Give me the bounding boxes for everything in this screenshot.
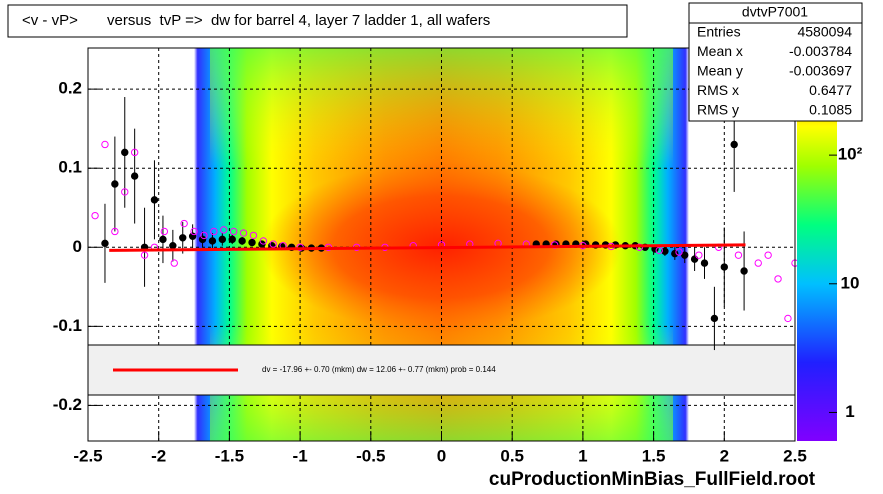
y-tick-label: -0.1 [53,316,82,335]
data-point [248,238,256,247]
data-point [681,251,689,259]
data-point [169,241,177,250]
data-point [671,249,679,258]
data-point [695,251,703,259]
fit-line [109,243,746,252]
data-point [228,235,236,244]
stats-label: RMS x [697,82,739,98]
fit-legend-text: dv = -17.96 +- 0.70 (mkm) dw = 12.06 +- … [262,365,496,374]
stats-value: 0.6477 [809,82,852,98]
data-point [661,247,669,255]
data-point [159,235,167,244]
stats-label: Mean x [697,43,743,59]
data-point [229,227,238,236]
data-point [130,148,139,157]
data-point [740,267,748,275]
y-tick-label: 0.1 [58,158,82,177]
data-point [700,259,709,267]
z-tick-label: 1 [845,402,854,421]
data-point [784,314,792,323]
data-point [101,239,109,248]
data-point [774,275,782,283]
x-tick-label: 0.5 [500,446,524,465]
data-point [675,248,683,256]
data-point [111,227,119,236]
x-tick-label: -1 [293,446,308,465]
data-point [210,227,218,236]
data-point [690,255,699,263]
data-point [550,241,559,249]
data-point [220,226,228,234]
stats-value: -0.003697 [789,63,852,79]
data-point [239,229,248,237]
data-point [249,231,258,240]
data-point [269,240,277,248]
data-point [238,237,246,245]
data-point [91,211,99,220]
x-tick-label: -0.5 [356,446,385,465]
footer: cuProductionMinBias_FullField.root [489,469,816,490]
data-point [710,314,719,323]
data-point [208,237,217,245]
data-point [218,235,227,244]
y-tick-label: 0.2 [58,79,82,98]
data-point [720,263,728,271]
data-point [190,227,198,236]
data-point [734,251,743,259]
x-tick-label: 2 [720,446,729,465]
stats-value: 0.1085 [809,102,852,118]
stats-label: Mean y [697,63,743,79]
x-tick-label: 1 [578,446,587,465]
x-tick-label: -2 [151,446,166,465]
data-point [170,259,178,267]
data-point [198,235,207,244]
z-tick-label: 10² [838,145,863,164]
x-tick-label: 2.5 [783,446,807,465]
data-point [150,196,159,204]
data-point [140,251,149,259]
data-point [655,246,663,255]
data-point [101,140,109,149]
data-point [121,148,129,157]
stats-value: -0.003784 [789,43,852,59]
data-point [111,180,119,188]
data-point [764,251,772,259]
stats-label: Entries [697,24,741,40]
data-point [160,227,169,236]
data-point [121,188,129,196]
x-tick-label: -1.5 [215,446,244,465]
x-tick-label: -2.5 [73,446,102,465]
x-tick-label: 1.5 [642,446,666,465]
data-point [754,259,762,267]
data-point [259,237,268,245]
data-point [200,231,208,240]
data-point [180,219,188,228]
x-tick-label: 0 [437,446,446,465]
stats-label: RMS y [697,102,739,118]
stats-title: dvtvP7001 [742,4,808,20]
y-tick-label: 0 [73,237,82,256]
data-point [730,140,738,149]
data-point [179,234,187,242]
stats-value: 4580094 [797,24,852,40]
data-point [130,172,139,180]
title-box [7,4,628,38]
chart-title: <v - vP> versus tvP => dw for barrel 4, … [22,12,490,29]
z-tick-label: 10 [841,273,860,292]
y-tick-label: -0.2 [53,395,82,414]
